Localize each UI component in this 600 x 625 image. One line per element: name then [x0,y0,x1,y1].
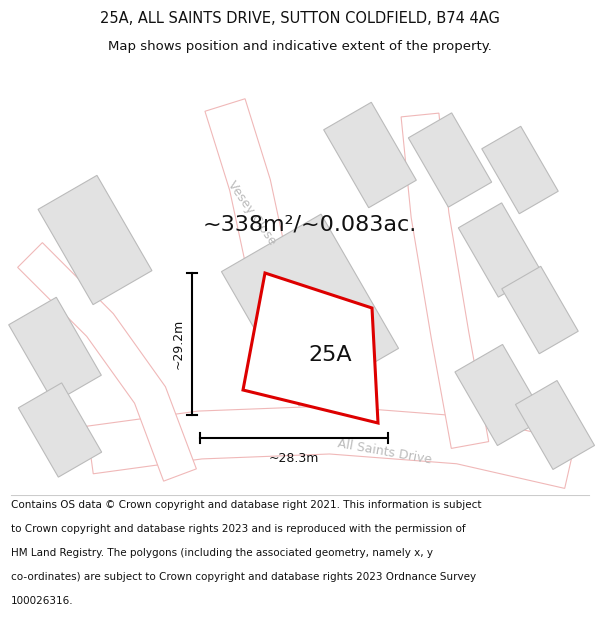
Text: 25A, ALL SAINTS DRIVE, SUTTON COLDFIELD, B74 4AG: 25A, ALL SAINTS DRIVE, SUTTON COLDFIELD,… [100,11,500,26]
Polygon shape [205,99,291,317]
Text: to Crown copyright and database rights 2023 and is reproduced with the permissio: to Crown copyright and database rights 2… [11,524,466,534]
Polygon shape [401,113,488,448]
Text: 100026316.: 100026316. [11,596,73,606]
Polygon shape [458,203,542,297]
Text: ~338m²/~0.083ac.: ~338m²/~0.083ac. [203,215,417,235]
Text: HM Land Registry. The polygons (including the associated geometry, namely x, y: HM Land Registry. The polygons (includin… [11,548,433,558]
Text: All Saints Drive: All Saints Drive [337,438,433,467]
Polygon shape [409,113,491,207]
Text: Map shows position and indicative extent of the property.: Map shows position and indicative extent… [108,39,492,52]
Polygon shape [38,176,152,304]
Polygon shape [221,214,398,406]
Polygon shape [243,273,378,423]
Text: ~28.3m: ~28.3m [269,452,319,465]
Polygon shape [482,126,558,214]
Polygon shape [19,383,101,477]
Polygon shape [87,406,575,488]
Text: Vesey Close: Vesey Close [225,179,279,248]
Text: co-ordinates) are subject to Crown copyright and database rights 2023 Ordnance S: co-ordinates) are subject to Crown copyr… [11,572,476,582]
Text: 25A: 25A [308,345,352,365]
Polygon shape [8,298,101,402]
Polygon shape [323,102,416,208]
Text: Contains OS data © Crown copyright and database right 2021. This information is : Contains OS data © Crown copyright and d… [11,500,481,510]
Text: ~29.2m: ~29.2m [172,319,185,369]
Polygon shape [502,266,578,354]
Polygon shape [17,242,196,481]
Polygon shape [515,381,595,469]
Polygon shape [455,344,545,446]
